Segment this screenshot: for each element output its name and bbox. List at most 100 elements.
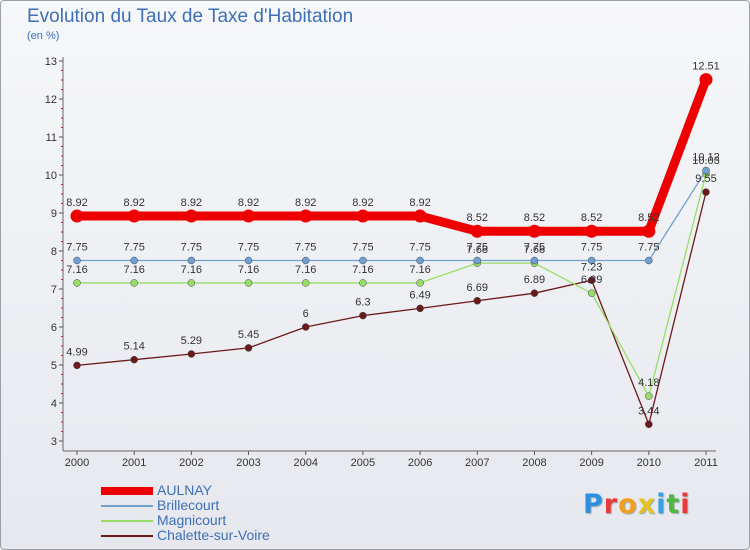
x-tick-label: 2011 bbox=[694, 457, 718, 469]
data-point bbox=[587, 276, 596, 285]
x-tick-label: 2001 bbox=[122, 457, 146, 469]
y-tick-label: 12 bbox=[45, 94, 57, 106]
data-label: 5.29 bbox=[181, 335, 202, 347]
data-label: 7.75 bbox=[123, 242, 144, 254]
x-tick-label: 2005 bbox=[351, 457, 375, 469]
data-point bbox=[530, 256, 539, 265]
data-label: 10.03 bbox=[692, 155, 720, 167]
data-label: 7.16 bbox=[123, 264, 144, 276]
data-label: 7.75 bbox=[638, 242, 659, 254]
data-label: 7.75 bbox=[524, 242, 545, 254]
data-label: 7.75 bbox=[238, 242, 259, 254]
data-label: 8.52 bbox=[581, 212, 602, 224]
y-tick-label: 11 bbox=[46, 132, 57, 144]
y-tick-label: 8 bbox=[51, 246, 57, 258]
data-label: 6.89 bbox=[581, 274, 602, 286]
logo-letter: t bbox=[666, 489, 681, 520]
y-tick-label: 3 bbox=[51, 436, 57, 448]
data-label: 8.92 bbox=[238, 197, 259, 209]
chart-unit-label: (en %) bbox=[27, 30, 60, 42]
data-label: 8.92 bbox=[123, 197, 144, 209]
legend-swatch bbox=[101, 505, 153, 507]
data-point bbox=[470, 224, 484, 238]
legend-label: Chalette-sur-Voire bbox=[157, 527, 270, 543]
data-point bbox=[301, 323, 310, 331]
legend-swatch bbox=[101, 535, 153, 537]
data-label: 7.16 bbox=[295, 264, 316, 276]
series-line-aulnay bbox=[72, 75, 711, 236]
x-tick-label: 2008 bbox=[522, 457, 546, 469]
data-label: 7.68 bbox=[467, 244, 488, 256]
x-tick-label: 2007 bbox=[465, 457, 489, 469]
data-point bbox=[642, 224, 656, 238]
data-point bbox=[73, 279, 81, 287]
y-tick-label: 13 bbox=[45, 56, 57, 68]
data-label: 7.68 bbox=[524, 244, 545, 256]
logo-letter: P bbox=[583, 489, 604, 520]
data-point bbox=[473, 256, 482, 265]
data-point bbox=[184, 209, 198, 223]
legend-swatch bbox=[101, 487, 153, 495]
data-label: 4.99 bbox=[66, 346, 87, 358]
x-tick-label: 2010 bbox=[637, 457, 661, 469]
series-line-brillecourt bbox=[76, 169, 707, 262]
legend-label: Brillecourt bbox=[157, 497, 220, 513]
y-tick-label: 5 bbox=[51, 360, 57, 372]
data-label: 10.12 bbox=[692, 151, 720, 163]
x-tick-label: 2009 bbox=[579, 457, 603, 469]
chart-title: Evolution du Taux de Taxe d'Habitation bbox=[27, 6, 354, 27]
data-label: 8.92 bbox=[181, 197, 202, 209]
data-point bbox=[416, 256, 424, 265]
y-tick-label: 7 bbox=[51, 284, 57, 296]
data-label: 7.23 bbox=[581, 261, 602, 273]
data-label: 8.52 bbox=[638, 212, 659, 224]
data-label: 12.51 bbox=[692, 61, 720, 73]
data-point bbox=[645, 420, 653, 429]
data-label: 8.92 bbox=[66, 197, 87, 209]
data-label: 5.14 bbox=[123, 341, 144, 353]
series-line-magnicourt bbox=[76, 173, 707, 397]
data-label: 9.55 bbox=[695, 173, 716, 185]
y-tick-label: 6 bbox=[51, 322, 57, 334]
data-label: 8.52 bbox=[524, 212, 545, 224]
data-label: 7.75 bbox=[467, 242, 488, 254]
legend-label: Magnicourt bbox=[157, 512, 227, 528]
y-tick-label: 9 bbox=[51, 208, 57, 220]
data-label: 7.75 bbox=[181, 242, 202, 254]
data-label: 8.92 bbox=[295, 197, 316, 209]
data-label: 3.44 bbox=[638, 405, 659, 417]
data-point bbox=[242, 209, 256, 223]
data-point bbox=[702, 166, 710, 175]
data-point bbox=[187, 350, 196, 358]
legend-label: AULNAY bbox=[157, 482, 212, 498]
data-label: 4.18 bbox=[638, 377, 659, 389]
data-point bbox=[530, 289, 539, 297]
data-point bbox=[244, 256, 253, 265]
data-point bbox=[299, 209, 313, 223]
data-label: 5.45 bbox=[238, 329, 259, 341]
data-point bbox=[699, 73, 713, 87]
data-point bbox=[413, 209, 427, 223]
data-point bbox=[187, 279, 196, 287]
data-label: 7.75 bbox=[66, 242, 87, 254]
data-point bbox=[356, 209, 370, 223]
data-point bbox=[587, 289, 596, 297]
data-point bbox=[359, 256, 367, 265]
data-point bbox=[359, 311, 367, 320]
data-point bbox=[130, 279, 138, 287]
x-tick-label: 2006 bbox=[408, 457, 432, 469]
data-point bbox=[301, 256, 310, 265]
data-label: 8.92 bbox=[409, 197, 430, 209]
data-label: 7.16 bbox=[66, 264, 87, 276]
x-tick-label: 2000 bbox=[65, 457, 89, 469]
y-tick-label: 10 bbox=[45, 170, 57, 182]
data-point bbox=[527, 224, 541, 238]
data-label: 6.49 bbox=[409, 289, 430, 301]
series-line-chalette-sur-voire bbox=[76, 191, 707, 425]
data-point bbox=[73, 361, 81, 370]
data-point bbox=[130, 256, 138, 265]
data-point bbox=[244, 344, 253, 352]
data-point bbox=[359, 279, 367, 287]
data-point bbox=[70, 209, 84, 223]
